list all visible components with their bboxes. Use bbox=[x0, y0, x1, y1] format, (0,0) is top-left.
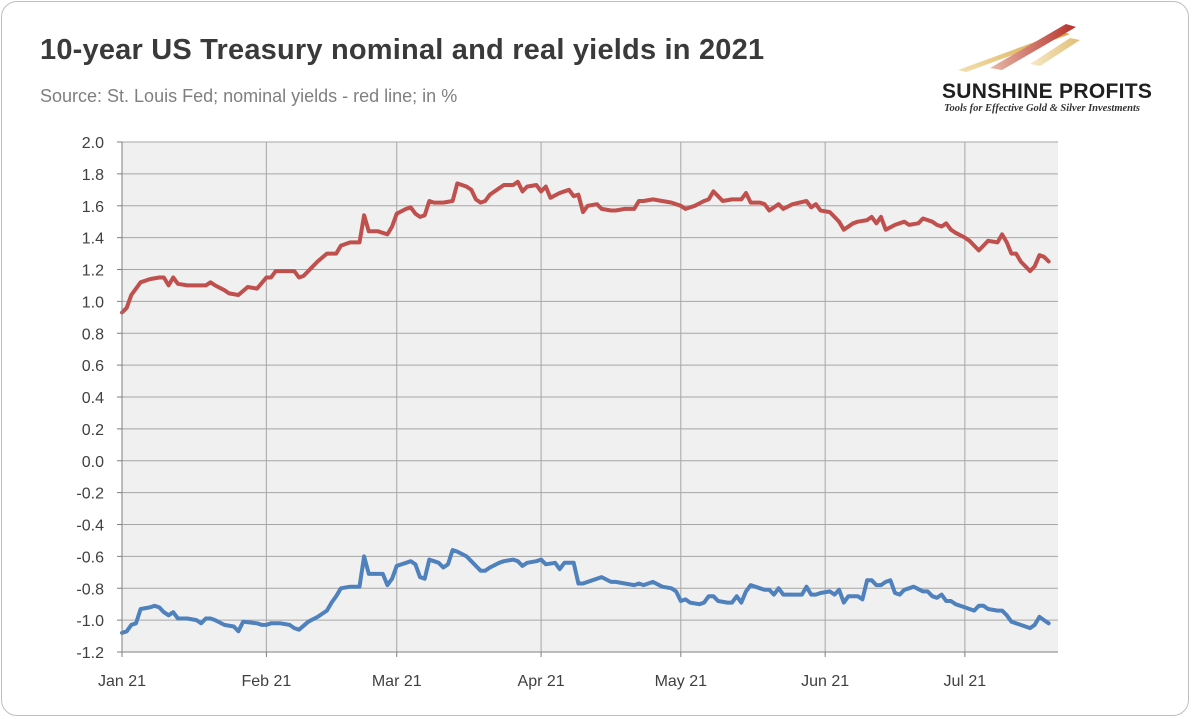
logo-swoosh-icon bbox=[958, 24, 1080, 72]
y-tick-label: 0.2 bbox=[82, 422, 104, 439]
y-tick-label: 1.2 bbox=[82, 263, 104, 280]
x-tick-label: Jul 21 bbox=[944, 673, 987, 690]
x-tick-label: May 21 bbox=[655, 673, 708, 690]
y-tick-label: 1.0 bbox=[82, 294, 104, 311]
y-tick-label: 1.4 bbox=[82, 231, 104, 248]
y-tick-label: -0.2 bbox=[76, 486, 104, 503]
y-tick-label: -1.2 bbox=[76, 645, 104, 662]
series-line-real bbox=[120, 548, 1051, 635]
y-tick-label: 1.6 bbox=[82, 199, 104, 216]
logo-tagline: Tools for Effective Gold & Silver Invest… bbox=[944, 103, 1140, 114]
y-tick-label: -0.8 bbox=[76, 581, 104, 598]
y-tick-label: 1.8 bbox=[82, 167, 104, 184]
series-points-nominal bbox=[121, 181, 1049, 313]
y-tick-label: 0.6 bbox=[82, 358, 104, 375]
y-tick-label: -0.6 bbox=[76, 549, 104, 566]
series-points-real bbox=[121, 549, 1049, 634]
x-tick-label: Jun 21 bbox=[801, 673, 849, 690]
y-tick-label: -1.0 bbox=[76, 613, 104, 630]
brand-logo: SUNSHINE PROFITS Tools for Effective Gol… bbox=[930, 18, 1170, 118]
x-tick-label: Mar 21 bbox=[372, 673, 422, 690]
y-tick-label: 0.0 bbox=[82, 454, 104, 471]
x-tick-label: Apr 21 bbox=[518, 673, 565, 690]
y-tick-label: 0.8 bbox=[82, 326, 104, 343]
x-tick-label: Feb 21 bbox=[241, 673, 291, 690]
y-tick-label: 0.4 bbox=[82, 390, 104, 407]
y-tick-label: -0.4 bbox=[76, 518, 104, 535]
y-tick-label: 2.0 bbox=[82, 135, 104, 152]
chart-subtitle: Source: St. Louis Fed; nominal yields - … bbox=[40, 86, 458, 106]
x-tick-label: Jan 21 bbox=[98, 673, 146, 690]
logo-name: SUNSHINE PROFITS bbox=[942, 80, 1153, 103]
chart-title: 10-year US Treasury nominal and real yie… bbox=[40, 34, 765, 66]
